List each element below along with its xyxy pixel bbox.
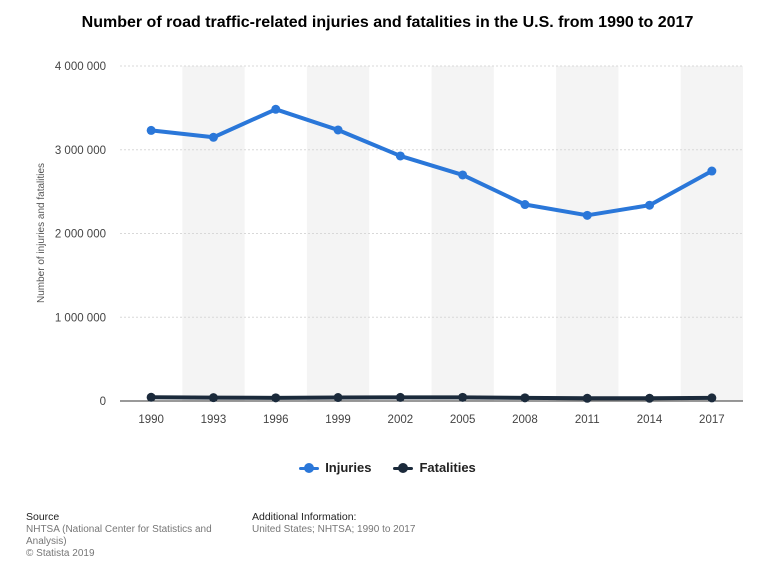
additional-info-block: Additional Information: United States; N… [252, 511, 512, 536]
x-tick-label: 1990 [138, 414, 164, 426]
injuries-point[interactable] [707, 166, 717, 176]
y-tick-label: 4 000 000 [55, 61, 106, 73]
injuries-point[interactable] [458, 170, 468, 180]
additional-info-text: United States; NHTSA; 1990 to 2017 [252, 524, 416, 535]
chart-title: Number of road traffic-related injuries … [81, 14, 694, 31]
fatalities-point[interactable] [645, 393, 655, 403]
fatalities-point[interactable] [707, 393, 717, 403]
fatalities-point[interactable] [271, 393, 281, 403]
x-tick-label: 2011 [575, 414, 600, 426]
x-tick-label: 1996 [263, 414, 289, 426]
chart-legend: Injuries Fatalities [0, 460, 775, 475]
injuries-point[interactable] [333, 125, 343, 135]
injuries-point[interactable] [395, 151, 405, 161]
fatalities-series-line [149, 395, 714, 401]
injuries-point[interactable] [146, 125, 156, 135]
fatalities-point[interactable] [146, 392, 156, 402]
y-tick-label: 2 000 000 [55, 229, 106, 241]
injuries-point[interactable] [271, 104, 281, 114]
fatalities-swatch-icon [393, 462, 414, 474]
fatalities-point[interactable] [582, 393, 592, 403]
injuries-point[interactable] [520, 200, 530, 210]
fatalities-point[interactable] [520, 393, 530, 403]
y-tick-label: 3 000 000 [55, 145, 106, 157]
legend-label-injuries: Injuries [325, 460, 372, 475]
y-axis-label: Number of injuries and fatalities [36, 163, 47, 303]
x-tick-label: 2005 [450, 414, 476, 426]
y-tick-label: 0 [100, 396, 106, 408]
y-tick-label: 1 000 000 [55, 312, 106, 324]
legend-item-fatalities[interactable]: Fatalities [393, 460, 476, 475]
x-tick-label: 2014 [637, 414, 663, 426]
fatalities-point[interactable] [458, 392, 468, 402]
injuries-series-line [149, 107, 714, 218]
x-tick-label: 2017 [699, 414, 725, 426]
source-block: Source NHTSA (National Center for Statis… [26, 511, 226, 560]
fatalities-point[interactable] [333, 393, 343, 403]
copyright-text: © Statista 2019 [26, 548, 95, 559]
injuries-point[interactable] [645, 200, 655, 210]
fatalities-point[interactable] [395, 392, 405, 402]
x-tick-label: 2002 [388, 414, 414, 426]
x-tick-label: 1999 [325, 414, 351, 426]
source-text[interactable]: NHTSA (National Center for Statistics an… [26, 524, 212, 547]
legend-label-fatalities: Fatalities [419, 460, 476, 475]
injuries-point[interactable] [208, 132, 218, 142]
legend-item-injuries[interactable]: Injuries [299, 460, 371, 475]
injuries-swatch-icon [299, 462, 320, 474]
source-heading: Source [26, 511, 60, 523]
x-tick-label: 2008 [512, 414, 538, 426]
additional-info-heading: Additional Information: [252, 511, 357, 523]
fatalities-point[interactable] [208, 393, 218, 403]
injuries-point[interactable] [582, 210, 592, 220]
x-tick-label: 1993 [201, 414, 227, 426]
